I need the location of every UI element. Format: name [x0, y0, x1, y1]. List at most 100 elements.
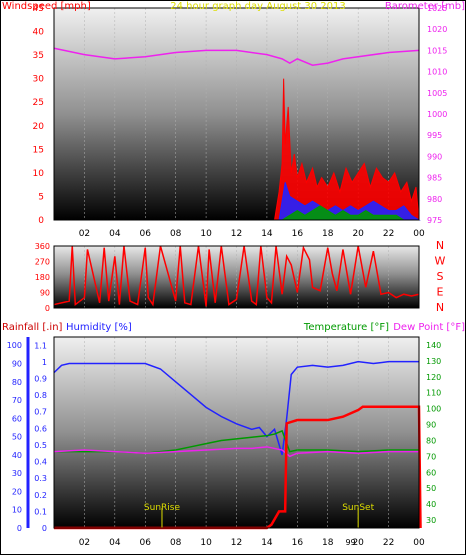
compass-label: W: [435, 255, 446, 268]
temp-tick-label: 140: [426, 341, 441, 350]
panel1-y2-tick-label: 995: [427, 131, 442, 140]
panel1-y-tick-label: 30: [33, 75, 45, 85]
panel3-extra-label: 99: [345, 538, 355, 547]
panel3-x-tick-label: 12: [231, 538, 242, 548]
panel3-x-tick-label: 14: [261, 538, 273, 548]
panel1-y2-tick-label: 1015: [427, 46, 447, 55]
windspeed-label: Windspeed [mph]: [2, 1, 91, 12]
humidity-tick-label: 90: [12, 360, 22, 369]
panel3-series-dew-point: [53, 446, 419, 458]
panel3-x-tick-label: 18: [322, 538, 334, 548]
panel2-y-tick-label: 180: [35, 273, 50, 282]
panel2-y-tick-label: 90: [40, 289, 50, 298]
panel3-series-humidity: [53, 360, 419, 456]
panel1-x-tick-label: 14: [261, 229, 273, 239]
panel1-y2-tick-label: 980: [427, 195, 442, 204]
panel2-frame: [53, 245, 420, 309]
panel1-y2-tick-label: 1020: [427, 25, 447, 34]
panel1-x-tick-label: 20: [352, 229, 364, 239]
humidity-tick-label: 80: [12, 378, 22, 387]
dewpoint-label: Dew Point [°F]: [393, 322, 465, 333]
panel1-series-wind-calm: [54, 205, 419, 221]
sunset-label: SunSet: [342, 503, 374, 513]
temp-tick-label: 120: [426, 373, 441, 382]
panel1-y2-tick-label: 1025: [427, 4, 447, 13]
panel1-x-tick-label: 06: [140, 229, 152, 239]
panel1-y2-tick-label: 1010: [427, 68, 447, 77]
panel1-y2-tick-label: 990: [427, 152, 442, 161]
panel1-x-tick-label: 02: [79, 229, 90, 239]
panel1-y-tick-label: 40: [33, 28, 45, 38]
rain-tick-label: 0.1: [34, 507, 47, 516]
panel2-y-tick-label: 360: [35, 242, 50, 251]
panel2-y-tick-label: 270: [35, 258, 50, 267]
humidity-tick-label: 60: [12, 414, 22, 423]
temp-tick-label: 40: [426, 500, 436, 509]
humidity-tick-label: 40: [12, 451, 22, 460]
sunrise-label: SunRise: [144, 503, 181, 513]
panel1-y2-tick-label: 975: [427, 216, 442, 225]
barometer-label: Barometer [mb]: [385, 1, 465, 12]
panel1-x-tick-label: 00: [413, 229, 425, 239]
temp-tick-label: 90: [426, 421, 436, 430]
panel3-series-rainfall: [54, 405, 422, 530]
temp-tick-label: 80: [426, 436, 436, 445]
panel1-y-tick-label: 45: [33, 4, 44, 14]
temp-tick-label: 130: [426, 357, 441, 366]
panel2-series-wind-direction: [53, 245, 420, 307]
panel3-x-tick-label: 08: [170, 538, 182, 548]
rain-tick-label: 0.8: [34, 391, 47, 400]
humidity-label: Humidity [%]: [66, 322, 132, 333]
rain-tick-label: 1: [42, 358, 47, 367]
compass-label: S: [437, 270, 444, 283]
rain-tick-label: 1.1: [34, 341, 47, 350]
panel1-y-tick-label: 0: [38, 216, 44, 226]
panel3-x-tick-label: 22: [383, 538, 394, 548]
panel3-x-tick-label: 06: [140, 538, 152, 548]
rain-tick-label: 0.6: [34, 424, 47, 433]
panel3-x-tick-label: 04: [109, 538, 121, 548]
humidity-tick-label: 10: [12, 506, 22, 515]
panel1-x-tick-label: 12: [231, 229, 242, 239]
rain-tick-label: 0.2: [34, 491, 47, 500]
panel1-y-tick-label: 25: [33, 98, 44, 108]
panel1-x-tick-label: 18: [322, 229, 334, 239]
panel1-x-tick-label: 22: [383, 229, 394, 239]
compass-label: E: [437, 286, 444, 299]
graph-title: 24 hour graph day August 30 2013: [170, 1, 346, 12]
compass-label: N: [436, 301, 444, 314]
panel3-x-tick-label: 02: [79, 538, 90, 548]
panel3-frame: [53, 336, 420, 529]
humidity-tick-label: 30: [12, 469, 22, 478]
panel1-y-tick-label: 20: [33, 122, 45, 132]
panel3-x-tick-label: 10: [200, 538, 212, 548]
rain-tick-label: 0: [42, 524, 47, 533]
temp-tick-label: 50: [426, 484, 436, 493]
panel1-y-tick-label: 15: [33, 145, 44, 155]
panel1-y-tick-label: 10: [33, 169, 45, 179]
panel1-series-wind-gust: [54, 78, 420, 221]
panel1-y2-tick-label: 985: [427, 174, 442, 183]
humidity-tick-label: 50: [12, 433, 22, 442]
temp-tick-label: 100: [426, 405, 441, 414]
panel1-x-tick-label: 08: [170, 229, 182, 239]
panel1-series-barometer: [53, 47, 420, 67]
panel1-x-tick-label: 04: [109, 229, 121, 239]
panel1-y2-tick-label: 1000: [427, 110, 447, 119]
humidity-tick-label: 20: [12, 487, 22, 496]
rain-tick-label: 0.7: [34, 408, 47, 417]
panel1-y-tick-label: 5: [38, 192, 44, 202]
humidity-tick-label: 0: [17, 524, 22, 533]
panel2-y-tick-label: 0: [45, 304, 50, 313]
temp-tick-label: 60: [426, 468, 436, 477]
temp-tick-label: 70: [426, 452, 436, 461]
temp-tick-label: 30: [426, 516, 436, 525]
panel1-y-tick-label: 35: [33, 51, 44, 61]
panel3-x-tick-label: 00: [413, 538, 425, 548]
rain-tick-label: 0.5: [34, 441, 47, 450]
temp-tick-label: 110: [426, 389, 441, 398]
panel3-background: [54, 337, 419, 528]
panel3-x-tick-label: 20: [352, 538, 364, 548]
